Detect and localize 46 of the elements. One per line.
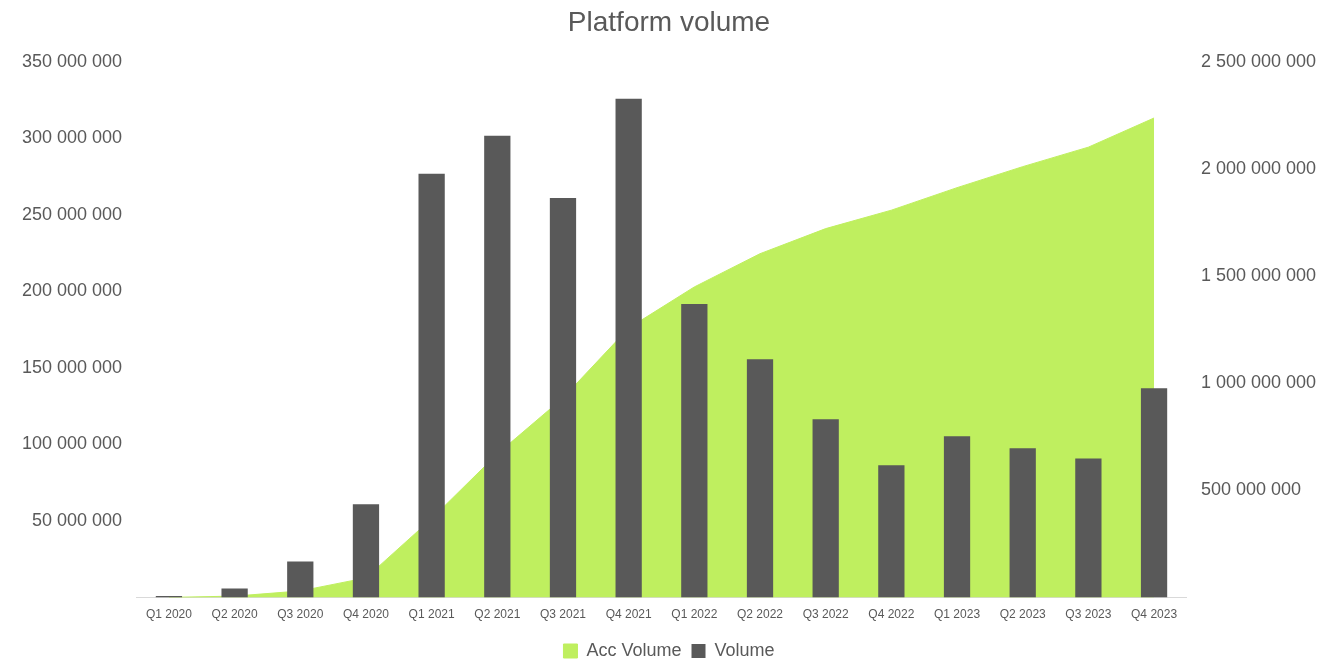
y2-tick-label: 1 500 000 000 [1200, 264, 1317, 285]
y-tick-label: 300 000 000 [21, 127, 123, 148]
x-tick-label: Q4 2021 [605, 607, 652, 622]
x-tick-label: Q3 2021 [539, 607, 587, 622]
x-tick-label: Q1 2022 [671, 607, 718, 622]
y2-tick-label: 500 000 000 [1200, 479, 1301, 500]
y2-tick-label: 1 000 000 000 [1200, 372, 1317, 393]
bar [221, 588, 248, 598]
bar [352, 504, 380, 598]
chart-title: Platform volume [567, 5, 771, 37]
x-tick-label: Q2 2020 [211, 607, 258, 622]
y-tick-label: 350 000 000 [21, 50, 123, 71]
x-tick-label: Q4 2022 [868, 607, 915, 622]
bar [812, 419, 839, 598]
bar [418, 173, 445, 598]
y2-tick-label: 2 000 000 000 [1200, 157, 1317, 178]
bar [878, 465, 905, 598]
x-tick-label: Q3 2023 [1065, 607, 1112, 622]
x-tick-label: Q1 2020 [145, 607, 193, 622]
bar [943, 436, 971, 598]
y-tick-label: 100 000 000 [21, 433, 123, 454]
y2-tick-label: 2 500 000 000 [1200, 50, 1317, 71]
bar [484, 135, 511, 598]
y-tick-label: 150 000 000 [21, 356, 123, 377]
bar [287, 561, 314, 598]
bar [1075, 458, 1102, 598]
x-tick-label: Q2 2021 [474, 607, 521, 622]
x-tick-label: Q1 2021 [408, 607, 455, 622]
x-tick-label: Q3 2020 [277, 607, 324, 622]
y-tick-label: 250 000 000 [21, 203, 123, 224]
y-tick-label: 50 000 000 [32, 510, 123, 530]
bar [681, 304, 708, 598]
x-tick-label: Q4 2020 [342, 607, 390, 622]
bar [549, 197, 577, 598]
bar [1009, 448, 1036, 598]
x-tick-label: Q2 2022 [736, 607, 784, 622]
legend-label: Volume [714, 639, 775, 660]
x-tick-label: Q4 2023 [1131, 607, 1178, 622]
x-tick-label: Q1 2023 [934, 607, 981, 622]
bar [615, 98, 642, 598]
x-tick-label: Q2 2023 [999, 607, 1047, 622]
y-tick-label: 200 000 000 [21, 280, 123, 301]
bar [1140, 388, 1168, 598]
bar [746, 359, 774, 598]
x-tick-label: Q3 2022 [802, 607, 850, 622]
legend-label: Acc Volume [586, 639, 682, 660]
